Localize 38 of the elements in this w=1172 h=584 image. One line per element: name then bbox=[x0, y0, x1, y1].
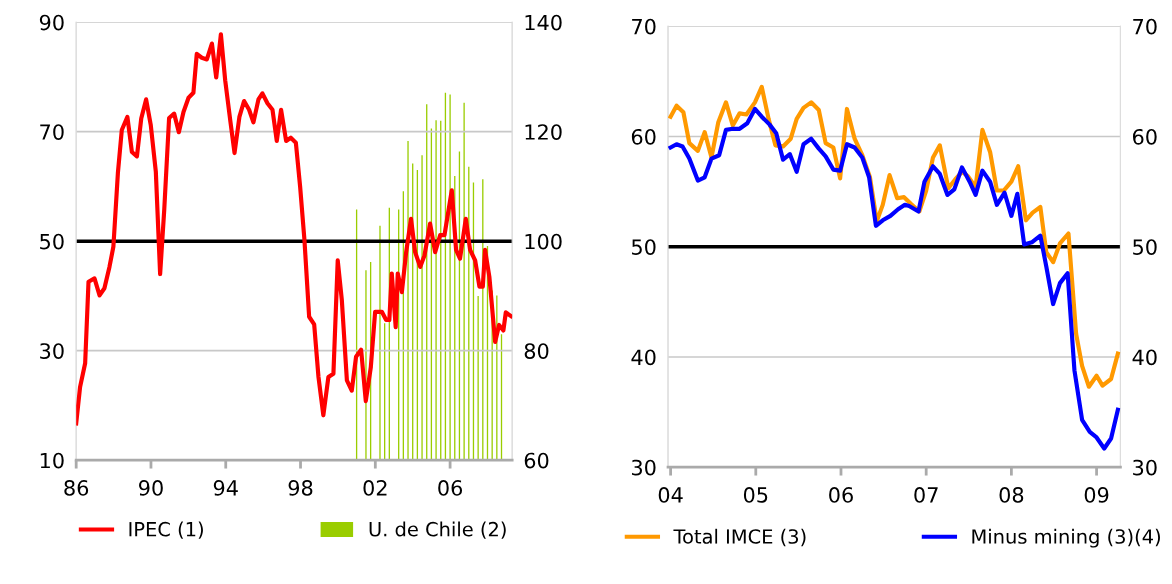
legend-label: Minus mining (3)(4) bbox=[972, 528, 1160, 548]
x-tick-label: 94 bbox=[213, 480, 238, 496]
legend-label: Total IMCE (3) bbox=[673, 528, 806, 547]
x-tick-label: 07 bbox=[914, 487, 938, 503]
y2-tick-label: 60 bbox=[524, 452, 549, 469]
y-tick-label: 10 bbox=[40, 452, 64, 469]
y2-tick-label: 70 bbox=[1133, 18, 1157, 35]
x-tick-label: 06 bbox=[438, 480, 463, 496]
x-tick-label: 04 bbox=[658, 487, 683, 503]
x-tick-label: 05 bbox=[743, 487, 768, 503]
y-tick-label: 70 bbox=[40, 124, 64, 140]
legend-label: IPEC (1) bbox=[129, 521, 203, 539]
x-tick-label: 02 bbox=[363, 480, 387, 496]
y-tick-label: 50 bbox=[632, 239, 656, 255]
y2-tick-label: 60 bbox=[1133, 128, 1157, 145]
line-series bbox=[76, 32, 513, 426]
y2-tick-label: 50 bbox=[1133, 239, 1157, 255]
y-tick-label: 30 bbox=[632, 459, 656, 476]
x-tick-label: 09 bbox=[1084, 487, 1109, 503]
x-tick-label: 90 bbox=[139, 480, 163, 496]
line-series bbox=[668, 106, 1120, 451]
x-tick-label: 06 bbox=[829, 487, 853, 503]
y-tick-label: 70 bbox=[632, 18, 656, 35]
y-tick-label: 90 bbox=[39, 14, 64, 31]
x-tick-label: 08 bbox=[999, 487, 1024, 503]
x-tick-label: 98 bbox=[288, 480, 313, 496]
y2-tick-label: 80 bbox=[524, 343, 549, 359]
y-tick-label: 40 bbox=[631, 349, 656, 366]
y-tick-label: 50 bbox=[40, 233, 64, 250]
y-tick-label: 60 bbox=[631, 128, 656, 145]
legend-label: U. de Chile (2) bbox=[369, 521, 506, 539]
y-tick-label: 30 bbox=[40, 343, 64, 359]
y2-tick-label: 120 bbox=[525, 124, 562, 140]
y2-tick-label: 140 bbox=[525, 14, 562, 31]
y2-tick-label: 40 bbox=[1132, 349, 1157, 366]
y2-tick-label: 30 bbox=[1133, 459, 1157, 476]
y2-tick-label: 100 bbox=[525, 233, 562, 250]
x-tick-label: 86 bbox=[64, 480, 89, 496]
